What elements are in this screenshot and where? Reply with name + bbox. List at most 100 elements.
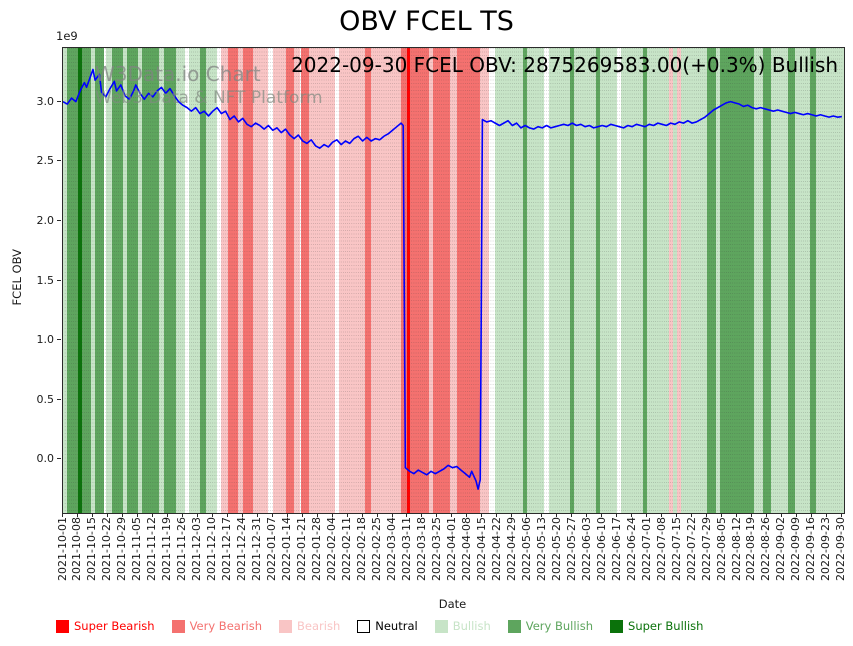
x-tick-mark (316, 513, 318, 517)
sentiment-band-super_bearish (407, 48, 410, 513)
obv-line-svg (63, 48, 843, 513)
x-tick-mark (271, 513, 273, 517)
sentiment-band-bullish (137, 48, 143, 513)
legend-item-neutral: Neutral (357, 619, 418, 633)
x-tick-label: 2022-09-30 (834, 517, 848, 581)
sentiment-legend: Super Bearish Very Bearish Bearish Neutral B… (56, 619, 703, 633)
y-tick-label: 2.5 (36, 154, 55, 168)
y-tick-mark (57, 160, 61, 162)
x-tick-label: 2022-02-25 (370, 517, 384, 581)
sentiment-band-bullish (548, 48, 571, 513)
sentiment-band-bullish (206, 48, 218, 513)
legend-label-very-bullish: Very Bullish (525, 619, 594, 633)
x-tick-mark (691, 513, 693, 517)
x-tick-label: 2022-07-22 (684, 517, 698, 581)
x-tick-label: 2022-05-13 (534, 517, 548, 581)
x-tick-label: 2022-08-26 (759, 517, 773, 581)
x-tick-mark (646, 513, 648, 517)
x-tick-mark (556, 513, 558, 517)
legend-swatch-super-bullish (610, 619, 624, 633)
x-tick-label: 2022-07-01 (639, 517, 653, 581)
x-tick-mark (166, 513, 168, 517)
x-tick-label: 2021-11-05 (130, 517, 144, 581)
x-tick-label: 2022-07-15 (669, 517, 683, 581)
sentiment-band-very_bullish (570, 48, 575, 513)
y-tick-mark (57, 398, 61, 400)
y-axis-offset-label: 1e9 (56, 29, 78, 43)
x-tick-mark (361, 513, 363, 517)
legend-swatch-very-bearish (171, 619, 185, 633)
x-tick-mark (721, 513, 723, 517)
sentiment-band-neutral (334, 48, 339, 513)
legend-item-bearish: Bearish (279, 619, 340, 633)
x-tick-mark (211, 513, 213, 517)
x-tick-label: 2022-04-22 (489, 517, 503, 581)
x-tick-mark (676, 513, 678, 517)
x-tick-label: 2022-05-20 (549, 517, 563, 581)
sentiment-band-very_bearish (227, 48, 239, 513)
legend-item-super-bullish: Super Bullish (610, 619, 703, 633)
plot-area: W3Data.io Chart Web3 Data & NFT Platform… (62, 47, 845, 514)
x-tick-label: 2021-11-12 (145, 517, 159, 581)
x-tick-mark (286, 513, 288, 517)
sentiment-band-bearish (450, 48, 457, 513)
sentiment-bands-layer (63, 48, 844, 513)
sentiment-band-very_bullish (809, 48, 817, 513)
x-tick-label: 2022-01-14 (280, 517, 294, 581)
x-tick-label: 2021-11-19 (160, 517, 174, 581)
x-tick-mark (631, 513, 633, 517)
sentiment-band-neutral (268, 48, 273, 513)
sentiment-band-bullish (816, 48, 844, 513)
sentiment-band-bullish (621, 48, 643, 513)
x-tick-mark (586, 513, 588, 517)
sentiment-band-very_bullish (95, 48, 104, 513)
sentiment-band-very_bearish (285, 48, 295, 513)
sentiment-band-bearish (677, 48, 682, 513)
sentiment-band-bearish (221, 48, 228, 513)
x-tick-label: 2021-10-15 (85, 517, 99, 581)
sentiment-band-very_bullish (112, 48, 123, 513)
x-tick-label: 2021-12-17 (220, 517, 234, 581)
x-tick-mark (436, 513, 438, 517)
x-tick-mark (421, 513, 423, 517)
x-tick-label: 2022-06-03 (579, 517, 593, 581)
sentiment-band-bullish (754, 48, 763, 513)
x-tick-label: 2021-12-10 (205, 517, 219, 581)
x-tick-label: 2022-07-08 (654, 517, 668, 581)
y-tick-label: 1.5 (36, 273, 55, 287)
sentiment-band-bearish (294, 48, 301, 513)
x-tick-mark (780, 513, 782, 517)
sentiment-band-very_bullish (707, 48, 716, 513)
chart-title: OBV FCEL TS (339, 6, 514, 37)
x-tick-label: 2021-12-31 (250, 517, 264, 581)
x-tick-label: 2022-02-04 (325, 517, 339, 581)
x-tick-label: 2022-04-08 (459, 517, 473, 581)
x-tick-mark (121, 513, 123, 517)
sentiment-band-bullish (574, 48, 596, 513)
x-tick-mark (616, 513, 618, 517)
legend-item-super-bearish: Super Bearish (56, 619, 155, 633)
x-tick-mark (750, 513, 752, 517)
y-tick-label: 2.0 (36, 213, 55, 227)
x-tick-label: 2022-05-06 (519, 517, 533, 581)
sentiment-band-bullish (122, 48, 128, 513)
x-tick-mark (76, 513, 78, 517)
x-tick-label: 2022-03-25 (429, 517, 443, 581)
legend-swatch-very-bullish (507, 619, 521, 633)
sentiment-band-bullish (176, 48, 185, 513)
y-tick-mark (57, 458, 61, 460)
x-tick-mark (810, 513, 812, 517)
x-tick-label: 2021-10-29 (115, 517, 129, 581)
y-tick-label: 3.0 (36, 94, 55, 108)
x-tick-label: 2021-10-22 (100, 517, 114, 581)
legend-swatch-neutral (357, 619, 371, 633)
sentiment-band-bullish (105, 48, 113, 513)
x-tick-label: 2022-01-07 (265, 517, 279, 581)
x-tick-mark (301, 513, 303, 517)
sentiment-band-bullish (600, 48, 618, 513)
sentiment-band-very_bullish (719, 48, 755, 513)
x-tick-label: 2021-12-24 (235, 517, 249, 581)
sentiment-band-bearish (238, 48, 243, 513)
x-tick-mark (151, 513, 153, 517)
